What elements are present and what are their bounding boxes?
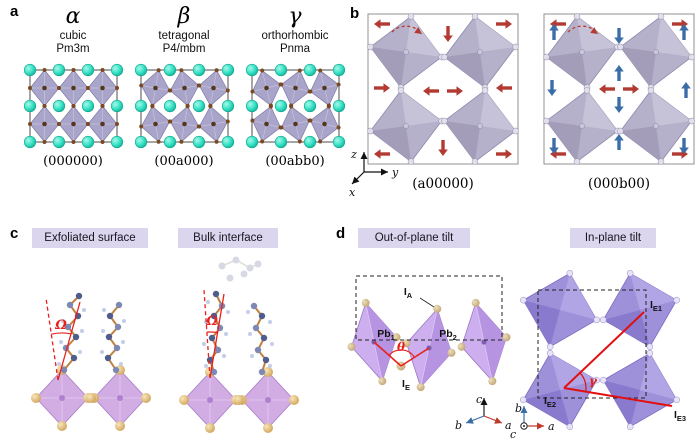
omega-angle-label: Ω bbox=[54, 318, 67, 333]
gamma-angle-label: γ bbox=[589, 374, 598, 388]
panel-c-label: c bbox=[10, 225, 19, 242]
header-bulk-interface: Bulk interface bbox=[178, 228, 278, 248]
cs-atoms-beta bbox=[134, 63, 235, 149]
phase-label-alpha: α bbox=[65, 4, 81, 29]
label-ie2: IE2 bbox=[544, 395, 556, 409]
octahedra-beta bbox=[135, 64, 234, 148]
space-group-beta: P4/mbm bbox=[162, 43, 206, 55]
crystal-structure-alpha bbox=[23, 63, 124, 149]
exfoliated-surface-structure: Ω bbox=[30, 292, 152, 432]
molecule-bonds bbox=[208, 293, 268, 373]
tilt-diagram-000b00 bbox=[537, 7, 700, 171]
b-axis-label: b bbox=[455, 419, 462, 432]
bond-angle-annotation bbox=[373, 341, 430, 367]
glazer-notation-alpha: (000000) bbox=[43, 154, 103, 169]
label-pb2: Pb2 bbox=[439, 328, 457, 342]
crystal-system-gamma: orthorhombic bbox=[261, 30, 329, 42]
header-exfoliated-surface: Exfoliated surface bbox=[32, 228, 148, 248]
panel-a-label: a bbox=[10, 3, 19, 20]
tilt-pattern-diagrams: (a00000) (000b00) z y x bbox=[349, 7, 700, 199]
glazer-notation-000b00: (000b00) bbox=[588, 176, 650, 192]
panel-b-label: b bbox=[350, 5, 360, 22]
octahedra-layer bbox=[178, 366, 300, 434]
abc-axes-indicator: c b a bbox=[455, 393, 512, 432]
structure-column-gamma: γ orthorhombic Pnma (00abb0) bbox=[244, 4, 346, 169]
glazer-notation-gamma: (00abb0) bbox=[265, 154, 325, 169]
cs-atoms-alpha bbox=[23, 63, 124, 149]
c-axis-label: c bbox=[476, 393, 482, 406]
crystal-structure-beta bbox=[134, 63, 235, 149]
tilt-diagram-a00000 bbox=[361, 7, 525, 171]
a-axis-label: a bbox=[548, 420, 555, 433]
header-out-of-plane-tilt: Out-of-plane tilt bbox=[358, 228, 470, 248]
structure-column-beta: β tetragonal P4/mbm (00a000) bbox=[133, 4, 235, 169]
structure-column-alpha: α cubic Pm3m (000000) bbox=[22, 4, 124, 169]
label-ie1: IE1 bbox=[650, 299, 662, 313]
out-of-plane-tilt-structure: IA Pb1 Pb2 θ IE c b a bbox=[342, 275, 514, 432]
rotation-arc bbox=[567, 25, 601, 37]
y-axis-label: y bbox=[391, 166, 399, 179]
omega-angle-label: Ω bbox=[205, 314, 218, 329]
glazer-notation-beta: (00a000) bbox=[154, 154, 214, 169]
label-ie3: IE3 bbox=[674, 409, 686, 423]
octahedra-gamma bbox=[245, 64, 346, 148]
a-axis-label: a bbox=[505, 419, 512, 432]
z-axis-label: z bbox=[350, 148, 357, 161]
abc-axes-indicator: b a c bbox=[510, 402, 555, 441]
label-pb1: Pb1 bbox=[377, 328, 395, 342]
tilt-angle-annotation: Ω bbox=[203, 289, 225, 379]
glazer-notation-a00000: (a00000) bbox=[412, 176, 474, 192]
x-axis-label: x bbox=[349, 186, 356, 199]
header-in-plane-tilt: In-plane tilt bbox=[570, 228, 656, 248]
faded-upper-layer bbox=[218, 256, 262, 282]
bulk-interface-structure: Ω bbox=[178, 256, 300, 434]
octahedra-layer bbox=[30, 364, 152, 432]
tilt-angle-annotation: Ω bbox=[45, 297, 81, 381]
phase-label-beta: β bbox=[177, 4, 191, 29]
octahedra-row bbox=[342, 292, 514, 398]
in-plane-tilt-structure: γ IE1 IE2 IE3 b a c bbox=[509, 259, 691, 441]
ia-pointer-line bbox=[419, 297, 435, 308]
b-axis-label: b bbox=[515, 402, 522, 415]
space-group-alpha: Pm3m bbox=[56, 43, 90, 55]
octahedra-alpha bbox=[27, 67, 120, 145]
crystal-system-beta: tetragonal bbox=[158, 30, 210, 42]
crystal-system-alpha: cubic bbox=[59, 30, 87, 42]
space-group-gamma: Pnma bbox=[279, 43, 311, 55]
dashed-selection-box bbox=[537, 289, 647, 399]
molecule-atoms bbox=[202, 290, 274, 376]
xyz-axes-indicator: z y x bbox=[349, 148, 399, 199]
in-plane-angle-annotation bbox=[563, 311, 673, 407]
label-apical-iodine: IA bbox=[404, 286, 413, 300]
phase-label-gamma: γ bbox=[288, 4, 302, 29]
octahedra-lattice bbox=[509, 259, 691, 441]
crystal-structure-gamma bbox=[245, 63, 346, 149]
c-axis-label: c bbox=[510, 428, 516, 441]
theta-angle-label: θ bbox=[397, 340, 405, 354]
rotation-arc bbox=[391, 25, 425, 37]
panel-d-label: d bbox=[336, 225, 346, 242]
label-equatorial-iodine: IE bbox=[402, 378, 410, 392]
cs-atoms-gamma bbox=[245, 63, 346, 149]
dashed-selection-box bbox=[355, 275, 503, 341]
